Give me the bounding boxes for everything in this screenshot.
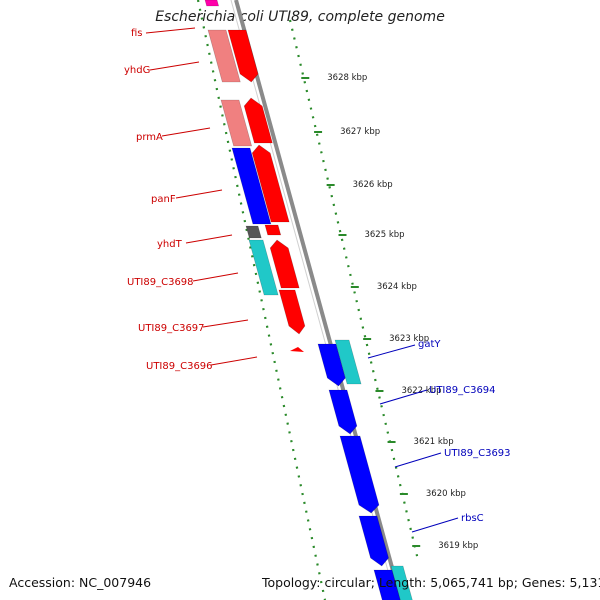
ruler-label: 3624 kbp: [377, 282, 417, 292]
ruler-label: 3623 kbp: [389, 334, 429, 344]
cds-arrow-5: [278, 289, 306, 335]
gene-leader-line: [202, 319, 249, 328]
ruler-label: 3626 kbp: [353, 180, 393, 190]
gene-block-fis-light: [207, 29, 241, 83]
gene-block-panF: [231, 147, 272, 225]
gene-block-yhdT: [248, 239, 279, 296]
cds-arrow-tiny: [290, 347, 304, 352]
ruler-label: 3625 kbp: [364, 230, 404, 240]
gene-leader-line: [210, 356, 258, 366]
gene-label-left: UTI89_C3697: [138, 323, 205, 334]
rev-cds-block-5: [373, 569, 401, 600]
rev-cds-arrow-4: [358, 515, 389, 567]
ruler-label: 3619 kbp: [438, 541, 478, 551]
gene-label-left: yhdG: [124, 65, 150, 76]
gene-leader-line: [149, 61, 200, 71]
gene-label-right: UTI89_C3694: [429, 385, 496, 396]
rev-cds-arrow-2: [328, 389, 358, 435]
rev-cds-block-gatY: [334, 339, 362, 385]
ruler-label: 3620 kbp: [426, 489, 466, 499]
feature-block-gray: [245, 225, 262, 239]
gene-leader-line: [192, 272, 239, 282]
gene-label-left: yhdT: [157, 239, 183, 250]
cds-block-small: [264, 224, 282, 236]
gene-label-left: fis: [131, 28, 143, 39]
inner-guide-dotted-line: [196, 0, 327, 600]
gene-block-prmA-light: [220, 99, 253, 147]
gene-label-right: gatY: [418, 339, 441, 350]
accession-text: Accession: NC_007946: [9, 575, 152, 590]
cds-arrow-2: [243, 97, 273, 144]
gene-label-left: UTI89_C3698: [127, 277, 194, 288]
gene-label-left: UTI89_C3696: [146, 361, 213, 372]
ruler-label: 3628 kbp: [327, 73, 367, 83]
gene-leader-line: [394, 452, 442, 468]
map-title: Escherichia coli UTI89, complete genome: [155, 9, 445, 25]
gene-leader-line: [175, 189, 223, 199]
gene-label-right: UTI89_C3693: [444, 448, 511, 459]
gene-label-left: panF: [151, 194, 176, 205]
gene-label-right: rbsC: [461, 513, 484, 524]
ruler-label: 3621 kbp: [414, 437, 454, 447]
rev-cds-block-6: [390, 565, 413, 600]
ruler-label: 3627 kbp: [340, 127, 380, 137]
gene-leader-line: [379, 389, 428, 405]
cds-arrow-4: [269, 239, 300, 289]
rev-cds-arrow-3: [339, 435, 380, 514]
genome-summary-text: Topology: circular; Length: 5,065,741 bp…: [262, 575, 600, 590]
gene-leader-line: [185, 234, 233, 244]
gene-leader-line: [411, 517, 459, 533]
gene-leader-line: [367, 344, 416, 359]
ruler-label: 3622 kbp: [401, 386, 441, 396]
gene-leader-line: [145, 27, 196, 34]
cds-arrow-3: [251, 144, 290, 223]
gene-label-left: prmA: [136, 132, 163, 143]
cds-arrow-1: [227, 29, 259, 83]
gene-leader-line: [161, 127, 211, 137]
feature-block-magenta: [204, 0, 220, 7]
rev-cds-arrow-1: [317, 343, 346, 387]
